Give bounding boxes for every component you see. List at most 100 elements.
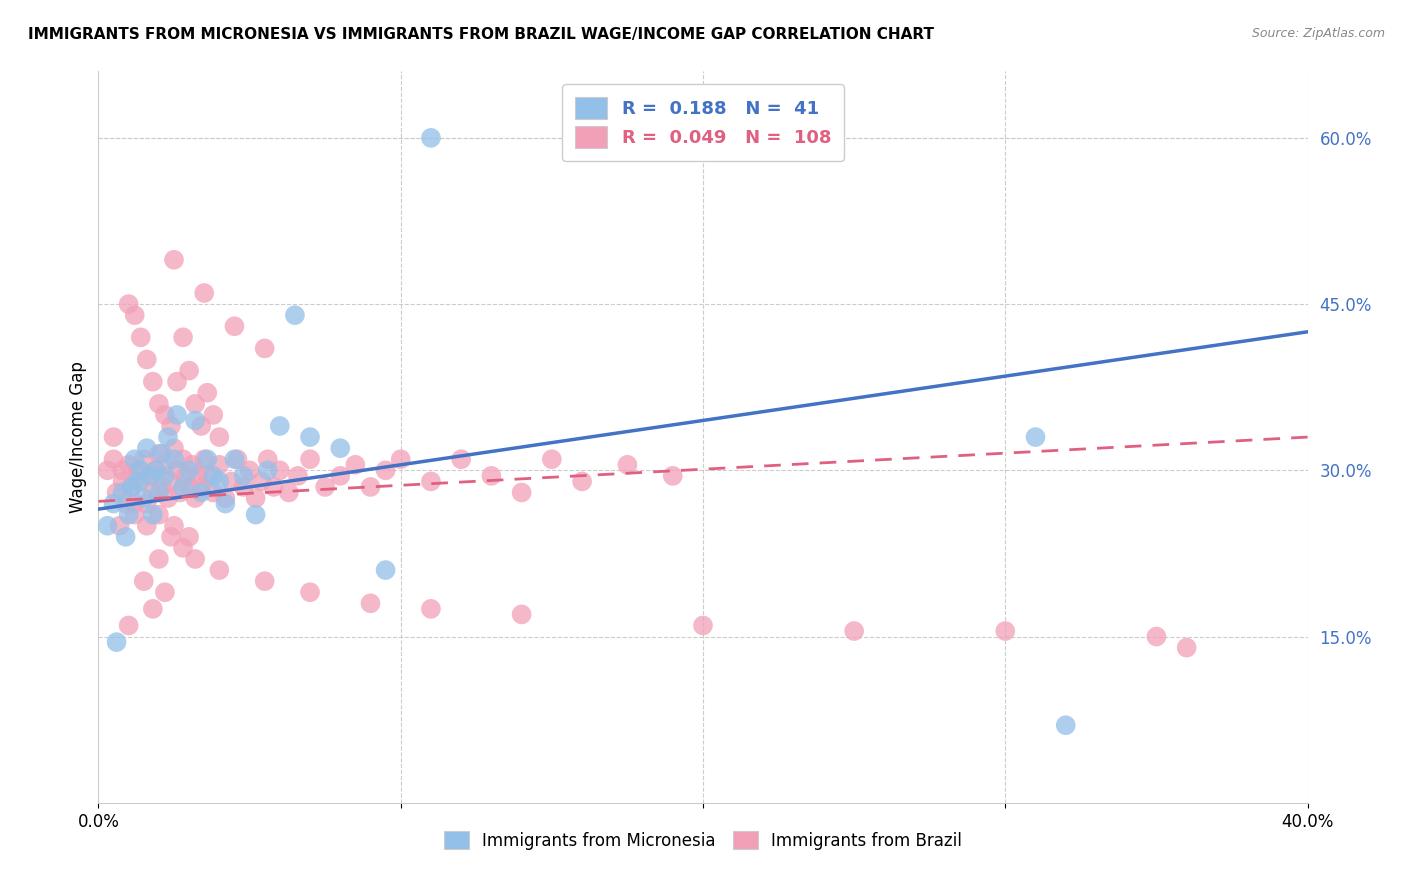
- Point: [111, 485, 134, 500]
- Point: [202, 468, 225, 483]
- Point: [256, 452, 278, 467]
- Point: [129, 475, 152, 489]
- Point: [208, 475, 231, 489]
- Point: [571, 475, 593, 489]
- Point: [114, 497, 136, 511]
- Point: [148, 397, 170, 411]
- Point: [114, 530, 136, 544]
- Point: [150, 480, 173, 494]
- Point: [195, 452, 218, 467]
- Point: [232, 468, 254, 483]
- Point: [153, 408, 176, 422]
- Point: [121, 480, 143, 494]
- Point: [111, 475, 134, 489]
- Point: [118, 508, 141, 522]
- Point: [226, 452, 249, 467]
- Point: [187, 468, 209, 483]
- Point: [540, 452, 562, 467]
- Point: [166, 463, 188, 477]
- Point: [163, 252, 186, 267]
- Point: [150, 447, 173, 461]
- Point: [344, 458, 367, 472]
- Point: [299, 430, 322, 444]
- Point: [111, 463, 134, 477]
- Point: [148, 447, 170, 461]
- Point: [160, 419, 183, 434]
- Point: [239, 463, 262, 477]
- Point: [208, 458, 231, 472]
- Point: [299, 452, 322, 467]
- Point: [163, 452, 186, 467]
- Point: [153, 458, 176, 472]
- Point: [269, 463, 291, 477]
- Point: [510, 485, 533, 500]
- Point: [118, 458, 141, 472]
- Point: [287, 468, 309, 483]
- Point: [139, 468, 162, 483]
- Point: [184, 413, 207, 427]
- Point: [250, 475, 273, 489]
- Point: [135, 352, 157, 367]
- Point: [129, 463, 152, 477]
- Point: [253, 574, 276, 589]
- Point: [1144, 630, 1167, 644]
- Point: [160, 475, 183, 489]
- Point: [129, 330, 152, 344]
- Point: [124, 497, 146, 511]
- Point: [160, 530, 183, 544]
- Point: [153, 468, 176, 483]
- Point: [142, 508, 165, 522]
- Point: [166, 408, 188, 422]
- Point: [208, 430, 231, 444]
- Point: [172, 541, 194, 555]
- Point: [360, 596, 382, 610]
- Point: [156, 430, 179, 444]
- Point: [105, 485, 128, 500]
- Point: [179, 363, 201, 377]
- Point: [450, 452, 472, 467]
- Point: [221, 475, 243, 489]
- Point: [232, 480, 254, 494]
- Point: [329, 468, 352, 483]
- Point: [481, 468, 503, 483]
- Point: [172, 480, 194, 494]
- Point: [142, 602, 165, 616]
- Point: [299, 585, 322, 599]
- Point: [103, 497, 125, 511]
- Point: [135, 441, 157, 455]
- Point: [224, 452, 246, 467]
- Point: [166, 375, 188, 389]
- Point: [139, 468, 162, 483]
- Point: [153, 585, 176, 599]
- Point: [172, 330, 194, 344]
- Point: [124, 452, 146, 467]
- Point: [148, 508, 170, 522]
- Point: [132, 452, 155, 467]
- Point: [661, 468, 683, 483]
- Point: [214, 497, 236, 511]
- Point: [96, 463, 118, 477]
- Point: [253, 342, 276, 356]
- Point: [121, 480, 143, 494]
- Point: [124, 308, 146, 322]
- Point: [135, 518, 157, 533]
- Point: [374, 463, 396, 477]
- Point: [169, 485, 191, 500]
- Point: [202, 485, 225, 500]
- Text: Source: ZipAtlas.com: Source: ZipAtlas.com: [1251, 27, 1385, 40]
- Point: [195, 385, 218, 400]
- Point: [148, 552, 170, 566]
- Point: [127, 475, 149, 489]
- Point: [692, 618, 714, 632]
- Point: [142, 375, 165, 389]
- Point: [174, 468, 197, 483]
- Point: [420, 475, 443, 489]
- Point: [103, 452, 125, 467]
- Point: [1024, 430, 1046, 444]
- Legend: Immigrants from Micronesia, Immigrants from Brazil: Immigrants from Micronesia, Immigrants f…: [437, 824, 969, 856]
- Point: [108, 518, 131, 533]
- Point: [193, 452, 215, 467]
- Point: [118, 297, 141, 311]
- Point: [179, 480, 201, 494]
- Point: [181, 458, 204, 472]
